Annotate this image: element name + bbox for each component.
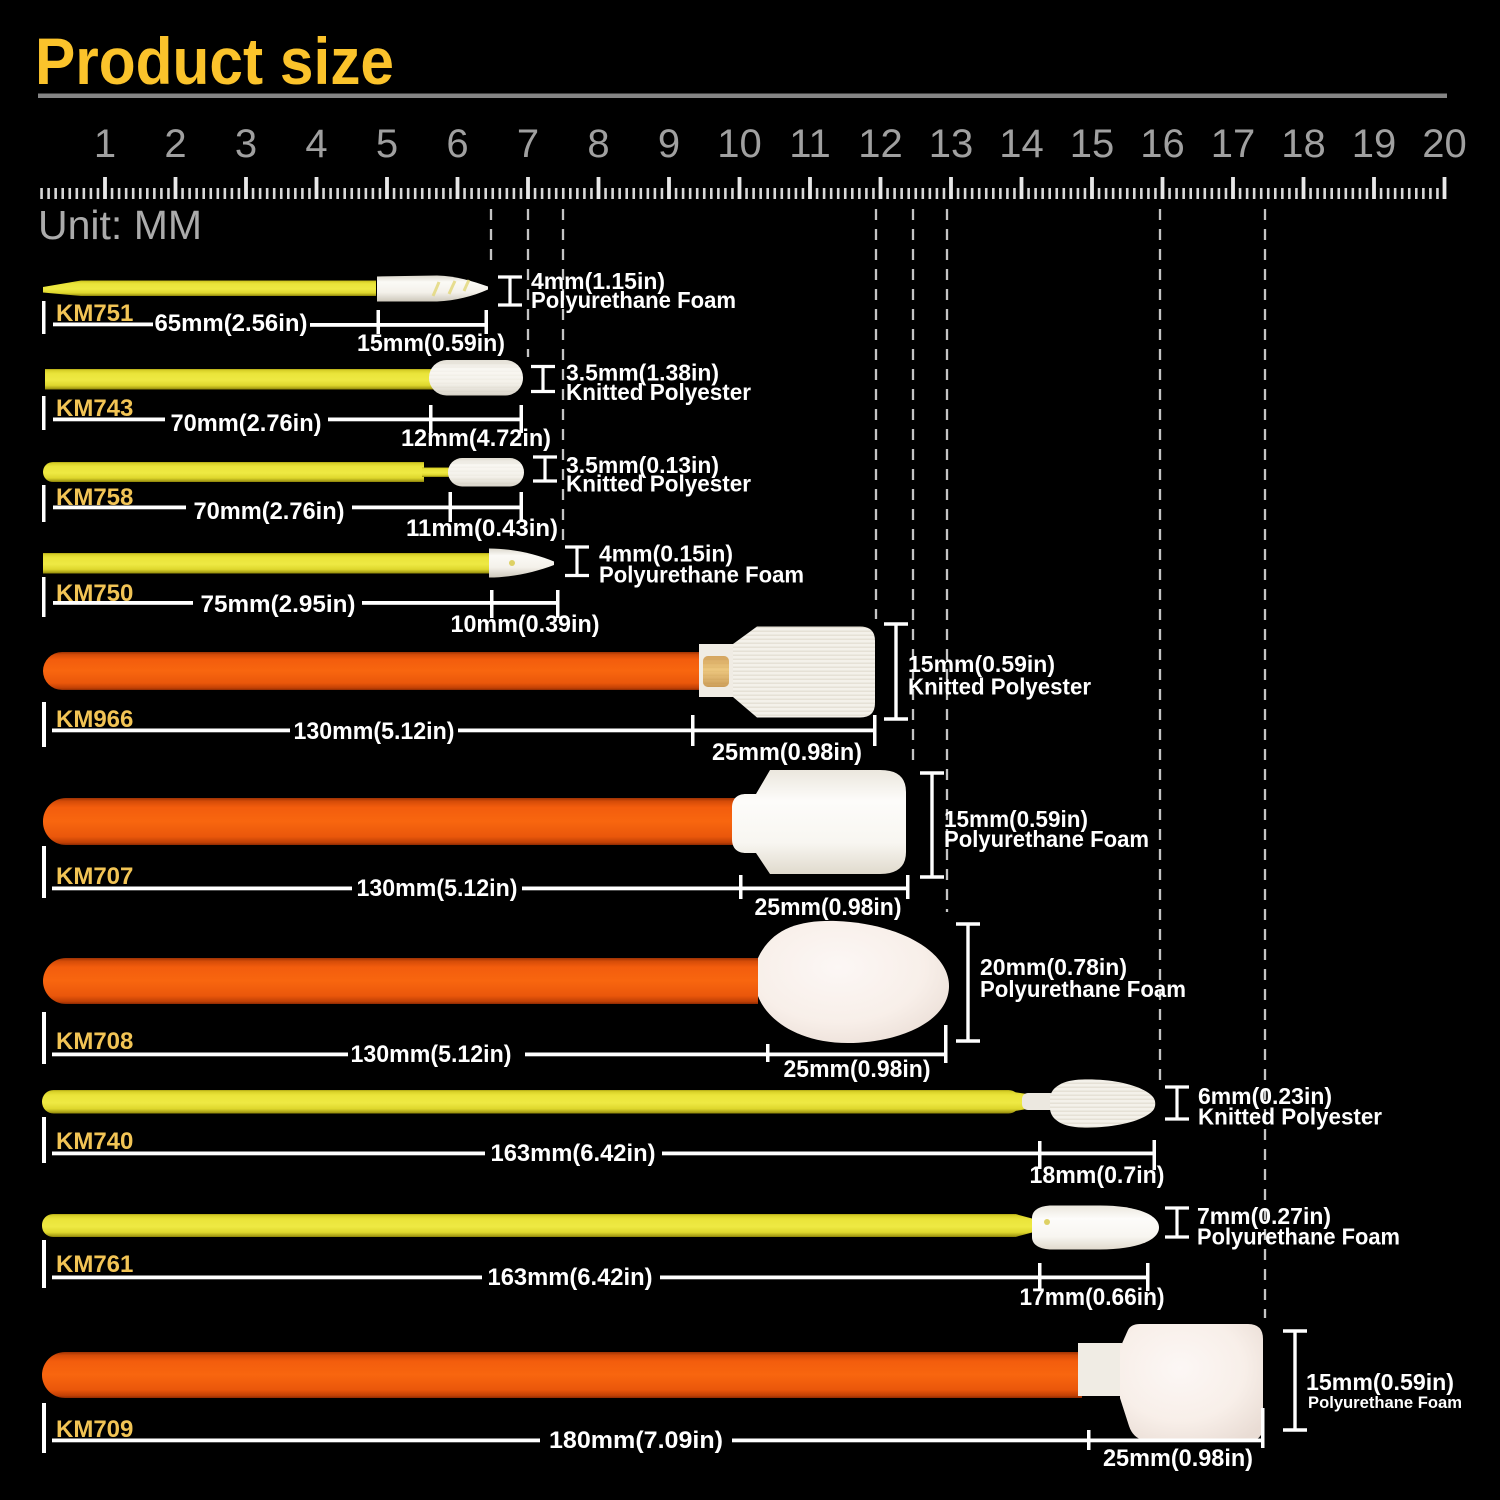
svg-text:Knitted Polyester: Knitted Polyester — [908, 674, 1091, 700]
svg-text:5: 5 — [376, 122, 398, 166]
svg-text:18: 18 — [1281, 122, 1326, 166]
svg-text:20mm(0.78in): 20mm(0.78in) — [980, 954, 1127, 980]
svg-text:Polyurethane Foam: Polyurethane Foam — [1197, 1224, 1400, 1250]
svg-text:7: 7 — [517, 122, 539, 166]
svg-text:20: 20 — [1422, 122, 1467, 166]
svg-text:25mm(0.98in): 25mm(0.98in) — [712, 739, 862, 766]
svg-text:25mm(0.98in): 25mm(0.98in) — [1103, 1445, 1253, 1472]
svg-text:7mm(0.27in): 7mm(0.27in) — [1197, 1203, 1331, 1229]
svg-text:12mm(4.72in): 12mm(4.72in) — [401, 425, 551, 452]
svg-text:15mm(0.59in): 15mm(0.59in) — [1306, 1369, 1454, 1395]
svg-text:Unit: MM: Unit: MM — [38, 202, 202, 248]
svg-text:2: 2 — [164, 122, 186, 166]
svg-text:KM740: KM740 — [56, 1128, 133, 1155]
svg-text:Knitted Polyester: Knitted Polyester — [566, 379, 751, 405]
svg-text:17mm(0.66in): 17mm(0.66in) — [1020, 1284, 1165, 1311]
svg-text:KM707: KM707 — [56, 863, 133, 890]
svg-text:12: 12 — [858, 122, 903, 166]
svg-text:11: 11 — [789, 122, 831, 166]
svg-text:10mm(0.39in): 10mm(0.39in) — [451, 611, 600, 638]
svg-text:14: 14 — [999, 122, 1044, 166]
svg-text:18mm(0.7in): 18mm(0.7in) — [1030, 1162, 1165, 1189]
svg-text:Knitted Polyester: Knitted Polyester — [1198, 1104, 1382, 1130]
svg-text:25mm(0.98in): 25mm(0.98in) — [755, 894, 902, 921]
svg-text:70mm(2.76in): 70mm(2.76in) — [171, 410, 322, 437]
svg-text:Polyurethane Foam: Polyurethane Foam — [980, 976, 1186, 1002]
svg-text:1: 1 — [94, 122, 116, 166]
svg-text:4mm(0.15in): 4mm(0.15in) — [599, 541, 733, 567]
svg-text:15mm(0.59in): 15mm(0.59in) — [944, 806, 1088, 832]
svg-text:Polyurethane Foam: Polyurethane Foam — [944, 826, 1149, 852]
svg-text:3.5mm(0.13in): 3.5mm(0.13in) — [566, 452, 719, 478]
svg-text:65mm(2.56in): 65mm(2.56in) — [155, 310, 308, 337]
svg-text:Knitted Polyester: Knitted Polyester — [566, 471, 751, 497]
svg-text:KM708: KM708 — [56, 1028, 133, 1055]
svg-text:Product size: Product size — [35, 24, 394, 98]
svg-text:180mm(7.09in): 180mm(7.09in) — [549, 1427, 723, 1454]
svg-text:3.5mm(1.38in): 3.5mm(1.38in) — [566, 360, 719, 386]
svg-text:16: 16 — [1140, 122, 1185, 166]
svg-text:163mm(6.42in): 163mm(6.42in) — [491, 1140, 656, 1167]
svg-text:9: 9 — [658, 122, 680, 166]
svg-text:130mm(5.12in): 130mm(5.12in) — [357, 875, 518, 902]
svg-text:11mm(0.43in): 11mm(0.43in) — [406, 515, 558, 542]
svg-text:3: 3 — [235, 122, 257, 166]
svg-text:Polyurethane Foam: Polyurethane Foam — [1308, 1393, 1462, 1412]
svg-text:KM761: KM761 — [56, 1251, 133, 1278]
svg-text:15: 15 — [1070, 122, 1115, 166]
svg-text:17: 17 — [1211, 122, 1256, 166]
svg-text:Polyurethane Foam: Polyurethane Foam — [531, 287, 736, 313]
svg-text:15mm(0.59in): 15mm(0.59in) — [908, 651, 1055, 677]
svg-text:75mm(2.95in): 75mm(2.95in) — [201, 591, 356, 618]
svg-text:19: 19 — [1352, 122, 1397, 166]
svg-text:4mm(1.15in): 4mm(1.15in) — [531, 268, 665, 294]
svg-text:10: 10 — [717, 122, 762, 166]
svg-text:130mm(5.12in): 130mm(5.12in) — [294, 718, 455, 745]
svg-text:Polyurethane Foam: Polyurethane Foam — [599, 562, 804, 588]
svg-text:6mm(0.23in): 6mm(0.23in) — [1198, 1083, 1332, 1109]
svg-text:25mm(0.98in): 25mm(0.98in) — [784, 1056, 931, 1083]
svg-text:130mm(5.12in): 130mm(5.12in) — [351, 1041, 512, 1068]
svg-text:4: 4 — [305, 122, 327, 166]
svg-text:15mm(0.59in): 15mm(0.59in) — [357, 330, 505, 357]
svg-text:13: 13 — [929, 122, 974, 166]
svg-text:8: 8 — [587, 122, 609, 166]
svg-text:163mm(6.42in): 163mm(6.42in) — [488, 1264, 653, 1291]
svg-text:6: 6 — [446, 122, 468, 166]
svg-text:70mm(2.76in): 70mm(2.76in) — [194, 498, 345, 525]
